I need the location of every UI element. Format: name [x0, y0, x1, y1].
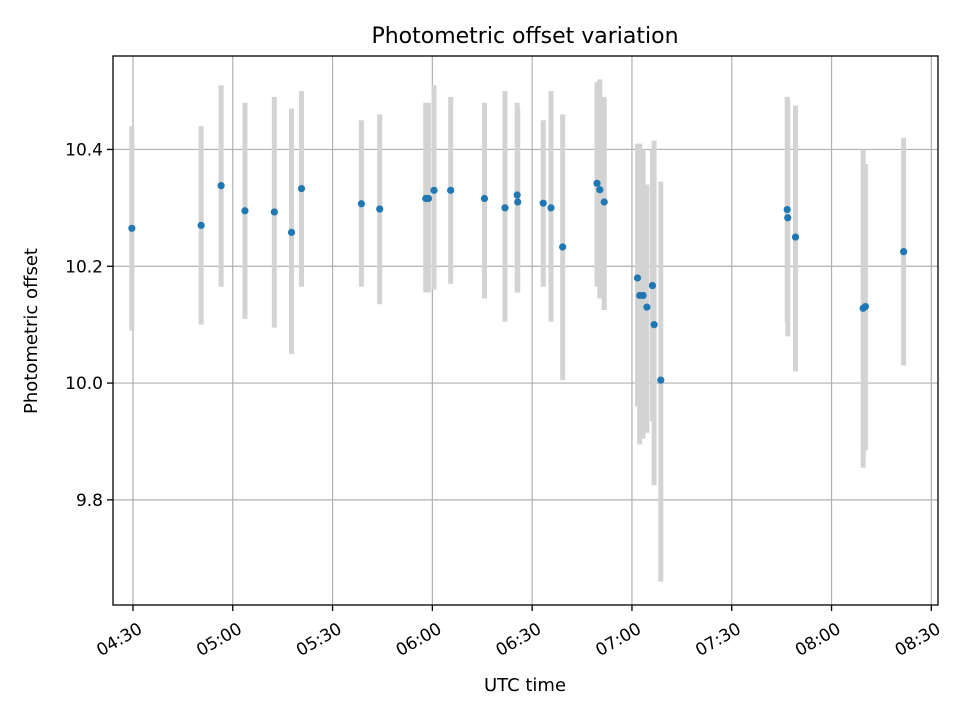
x-axis-label: UTC time — [484, 675, 566, 696]
data-point — [861, 302, 869, 311]
data-point — [217, 182, 225, 190]
data-point — [128, 224, 136, 232]
data-point — [559, 243, 567, 251]
x-tick-label: 05:00 — [193, 619, 245, 661]
x-axis-ticks: 04:30 05:00 05:30 06:00 06:30 07:00 07:30 08:00… — [93, 605, 944, 661]
data-point — [596, 186, 604, 194]
x-tick-label: 08:30 — [892, 619, 944, 661]
data-point — [287, 228, 296, 236]
y-tick-label: 10.2 — [65, 257, 103, 277]
data-point — [430, 186, 438, 194]
x-tick-label: 07:30 — [692, 619, 744, 661]
data-point — [270, 208, 278, 216]
data-point — [424, 194, 433, 203]
data-point — [643, 303, 651, 311]
data-point — [357, 200, 365, 208]
data-point — [547, 204, 555, 212]
data-point — [501, 204, 509, 212]
data-point — [600, 198, 608, 206]
x-tick-label: 05:30 — [293, 619, 345, 661]
data-point — [539, 199, 547, 207]
y-axis-ticks: 9.8 10.0 10.2 10.4 — [65, 140, 113, 511]
x-tick-label: 06:00 — [393, 619, 445, 661]
data-point — [639, 291, 647, 300]
y-axis-label: Photometric offset — [21, 248, 42, 414]
y-tick-label: 9.8 — [76, 491, 103, 511]
data-points — [128, 179, 908, 384]
data-point — [784, 214, 792, 222]
grid — [113, 56, 938, 605]
data-point — [633, 274, 642, 282]
data-point — [197, 221, 205, 229]
error-bars — [129, 79, 907, 582]
data-point — [241, 207, 249, 215]
x-tick-label: 08:00 — [792, 619, 844, 661]
chart-title: Photometric offset variation — [371, 24, 678, 49]
x-tick-label: 04:30 — [93, 619, 145, 661]
data-point — [447, 186, 455, 194]
x-tick-label: 06:30 — [493, 619, 545, 661]
data-point — [593, 179, 601, 187]
data-point — [657, 376, 665, 384]
x-tick-label: 07:00 — [592, 619, 644, 661]
data-point — [297, 184, 306, 193]
y-tick-label: 10.4 — [65, 140, 103, 160]
data-point — [376, 205, 384, 213]
data-point — [513, 191, 521, 199]
data-point — [514, 198, 522, 206]
data-point — [783, 206, 791, 214]
data-point — [650, 321, 658, 329]
data-point — [480, 194, 489, 203]
y-tick-label: 10.0 — [65, 374, 103, 394]
data-point — [648, 281, 657, 290]
plot-frame — [112, 55, 939, 606]
data-point — [900, 248, 908, 256]
data-point — [791, 233, 800, 241]
